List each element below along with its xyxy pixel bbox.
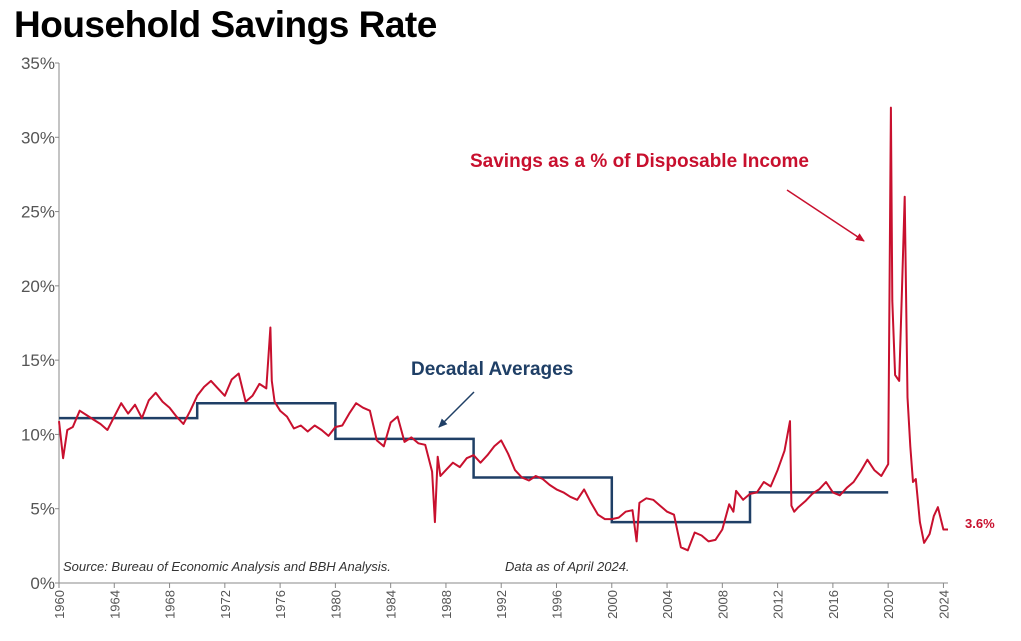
y-tick-label: 25%	[21, 203, 55, 222]
x-tick-label: 1992	[494, 590, 509, 619]
y-tick-label: 5%	[30, 500, 55, 519]
savings-rate-line	[58, 106, 948, 552]
end-value-label: 3.6%	[965, 516, 995, 531]
x-tick-label: 1988	[439, 590, 454, 619]
x-tick-label: 2000	[605, 590, 620, 619]
decadal-averages-annotation-arrow	[438, 391, 475, 428]
y-tick-label: 30%	[21, 128, 55, 147]
y-tick-label: 10%	[21, 425, 55, 444]
x-tick-label: 1960	[52, 590, 67, 619]
decadal-averages-line	[59, 401, 889, 524]
x-tick-label: 1968	[163, 590, 178, 619]
x-tick-label: 1964	[107, 590, 122, 619]
chart-title: Household Savings Rate	[14, 4, 437, 45]
savings-annotation-label: Savings as a % of Disposable Income	[470, 151, 809, 172]
x-tick-label: 1972	[218, 590, 233, 619]
x-axis-ticks: 1960 1964 1968 1972 1976 1980 1984 1988 1992 1996…	[52, 583, 951, 619]
x-tick-label: 2008	[715, 590, 730, 619]
x-tick-label: 2020	[881, 590, 896, 619]
savings-annotation-arrow	[786, 189, 865, 242]
x-tick-label: 1980	[328, 590, 343, 619]
y-tick-label: 15%	[21, 351, 55, 370]
x-tick-label: 2004	[660, 590, 675, 619]
source-note: Source: Bureau of Economic Analysis and …	[63, 559, 391, 574]
y-axis-ticks: 0% 5% 10% 15% 20% 25% 30% 35%	[21, 54, 59, 593]
x-tick-label: 2024	[936, 590, 951, 619]
x-tick-label: 2016	[826, 590, 841, 619]
y-tick-label: 20%	[21, 277, 55, 296]
y-tick-label: 35%	[21, 54, 55, 73]
x-tick-label: 1984	[384, 590, 399, 619]
x-tick-label: 1976	[273, 590, 288, 619]
x-tick-label: 1996	[549, 590, 564, 619]
x-tick-label: 2012	[771, 590, 786, 619]
y-tick-label: 0%	[30, 574, 55, 593]
decadal-averages-annotation-label: Decadal Averages	[411, 359, 573, 380]
data-date-note: Data as of April 2024.	[505, 559, 630, 574]
